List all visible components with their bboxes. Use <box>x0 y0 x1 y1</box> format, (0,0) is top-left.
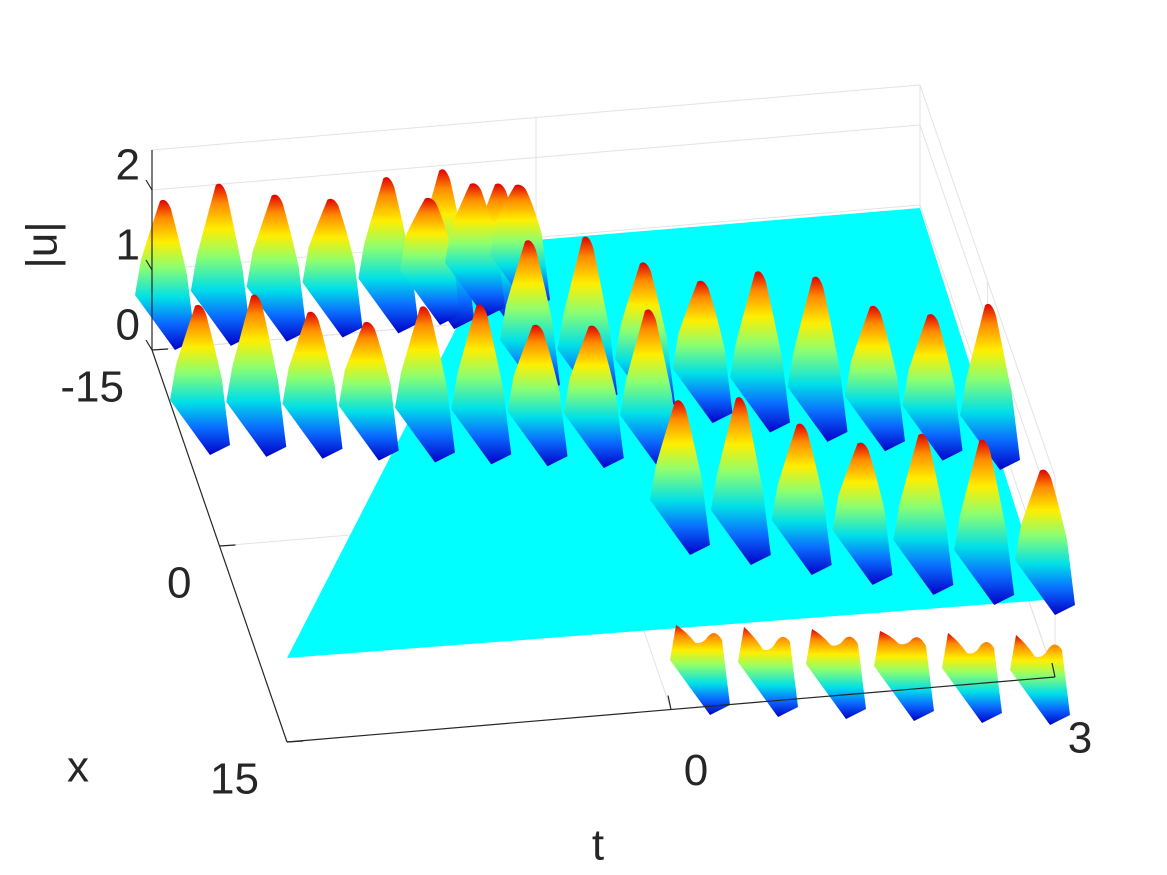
surface-peak <box>787 276 848 442</box>
x-tick-mark <box>667 695 672 710</box>
z-tick-label: 0 <box>116 301 140 350</box>
surface-peak <box>874 631 934 721</box>
surface-peak <box>806 629 866 719</box>
surface-peak <box>1010 635 1070 725</box>
y-tick-mark <box>286 740 304 743</box>
surface-peak <box>954 439 1015 605</box>
surface-peak <box>670 625 730 715</box>
surface-peak <box>358 177 419 334</box>
surface-peak <box>170 304 230 455</box>
surface-peak <box>400 197 460 325</box>
surface-peak <box>738 627 798 717</box>
z-axis-label: |u| <box>18 221 67 268</box>
y-tick-label: 0 <box>167 559 191 608</box>
x-tick-mark <box>1051 662 1056 678</box>
surface-peak <box>650 400 710 555</box>
surface-peak <box>710 397 771 565</box>
x-tick-label: 0 <box>684 746 708 795</box>
y-tick-mark <box>219 544 236 547</box>
y-axis-label: x <box>67 743 89 792</box>
surface-peak <box>451 304 512 465</box>
surface-peak <box>563 325 624 469</box>
z-tick-mark <box>145 339 153 351</box>
axes: 0 3 -15 0 15 0 1 2 <box>60 141 1092 804</box>
surface-peak <box>942 633 1002 723</box>
z-tick-label: 2 <box>116 141 140 190</box>
surface-peak <box>338 321 399 461</box>
surface-peak <box>893 433 954 595</box>
surface-peak <box>672 280 733 424</box>
surface-peak <box>445 183 505 318</box>
surface-peak <box>620 309 680 470</box>
surface-peak <box>135 199 195 350</box>
y-tick-label: 15 <box>210 755 259 804</box>
z-tick-label: 1 <box>116 221 140 270</box>
z-tick-mark <box>145 179 153 191</box>
z-tick-mark <box>145 259 153 271</box>
x-tick-label: 3 <box>1068 714 1092 763</box>
surface <box>135 169 1075 725</box>
surface-peak <box>832 442 893 585</box>
surface-peak <box>395 306 455 463</box>
y-tick-mark <box>151 348 169 351</box>
surface-peak <box>771 423 832 575</box>
surface-peak <box>960 303 1020 470</box>
surface-peak <box>226 294 287 457</box>
surface-peak <box>845 305 905 452</box>
surface-peak <box>282 311 343 459</box>
surface-peak <box>190 183 251 346</box>
x-axis-label: t <box>592 821 604 870</box>
surface-peak <box>730 271 790 433</box>
surface-peak <box>902 314 963 461</box>
surface-peak <box>507 324 568 467</box>
surface-peak <box>1015 469 1075 615</box>
y-tick-label: -15 <box>60 363 124 412</box>
surface-peak <box>302 198 363 338</box>
